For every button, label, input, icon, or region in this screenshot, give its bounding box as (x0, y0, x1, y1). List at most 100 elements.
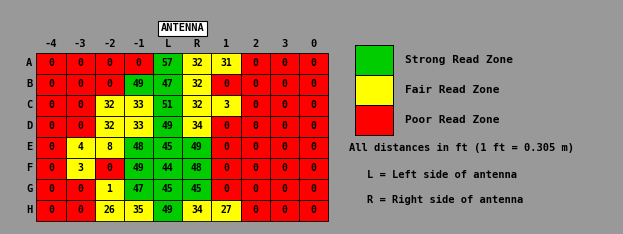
Bar (65, 95, 95, 116)
Bar (95, 116, 124, 137)
Text: 33: 33 (133, 121, 145, 131)
Text: 32: 32 (191, 100, 202, 110)
Text: 0: 0 (310, 163, 316, 173)
Text: 57: 57 (162, 58, 174, 68)
Text: 0: 0 (48, 184, 54, 194)
Bar (240, 73, 270, 95)
Text: 31: 31 (220, 58, 232, 68)
Bar (36, 158, 65, 179)
Bar (95, 200, 124, 221)
Bar (36, 179, 65, 200)
Text: 45: 45 (162, 184, 174, 194)
Bar (36, 95, 65, 116)
Bar (153, 95, 183, 116)
Text: 0: 0 (282, 121, 287, 131)
Text: 0: 0 (48, 58, 54, 68)
Text: B: B (26, 79, 32, 89)
Text: 0: 0 (107, 163, 112, 173)
Bar (36, 73, 65, 95)
Text: 0: 0 (282, 100, 287, 110)
Text: 0: 0 (48, 121, 54, 131)
Bar (183, 73, 211, 95)
Text: R = Right side of antenna: R = Right side of antenna (368, 195, 524, 205)
Bar (240, 53, 270, 73)
Text: 0: 0 (77, 121, 83, 131)
Bar (211, 95, 240, 116)
Bar (65, 179, 95, 200)
Text: 0: 0 (136, 58, 141, 68)
Bar (95, 95, 124, 116)
Bar (240, 95, 270, 116)
Text: 0: 0 (48, 79, 54, 89)
Text: 0: 0 (252, 121, 258, 131)
Bar (183, 137, 211, 158)
Bar (95, 137, 124, 158)
Bar (299, 53, 328, 73)
Bar (299, 95, 328, 116)
Text: 0: 0 (223, 79, 229, 89)
Text: 8: 8 (107, 142, 112, 152)
Bar (124, 200, 153, 221)
Text: 0: 0 (310, 205, 316, 215)
Text: 0: 0 (282, 184, 287, 194)
Bar (270, 179, 299, 200)
Bar (299, 179, 328, 200)
Bar (240, 200, 270, 221)
Text: L: L (164, 39, 171, 49)
Text: 0: 0 (252, 79, 258, 89)
Bar (240, 116, 270, 137)
Text: 0: 0 (77, 184, 83, 194)
Bar (270, 200, 299, 221)
Text: 34: 34 (191, 205, 202, 215)
Text: -4: -4 (45, 39, 57, 49)
Text: L = Left side of antenna: L = Left side of antenna (368, 170, 518, 180)
Bar (299, 116, 328, 137)
Bar (211, 73, 240, 95)
Text: 49: 49 (162, 205, 174, 215)
Bar (270, 137, 299, 158)
Text: 27: 27 (220, 205, 232, 215)
Text: 0: 0 (252, 58, 258, 68)
Bar (153, 137, 183, 158)
Bar (65, 73, 95, 95)
Bar (240, 137, 270, 158)
Bar (270, 158, 299, 179)
Bar (65, 116, 95, 137)
Text: 26: 26 (103, 205, 115, 215)
Text: 35: 35 (133, 205, 145, 215)
Text: 0: 0 (48, 205, 54, 215)
Text: R: R (194, 39, 200, 49)
Text: 0: 0 (310, 121, 316, 131)
Text: 48: 48 (133, 142, 145, 152)
Bar (36, 200, 65, 221)
Text: 0: 0 (252, 100, 258, 110)
Text: 0: 0 (282, 205, 287, 215)
Text: 1: 1 (223, 39, 229, 49)
Text: 0: 0 (223, 142, 229, 152)
Text: A: A (26, 58, 32, 68)
Bar (95, 53, 124, 73)
Text: 0: 0 (310, 184, 316, 194)
Text: All distances in ft (1 ft = 0.305 m): All distances in ft (1 ft = 0.305 m) (349, 143, 574, 153)
Text: Strong Read Zone: Strong Read Zone (406, 55, 513, 65)
Text: 0: 0 (252, 142, 258, 152)
Text: 0: 0 (223, 184, 229, 194)
Bar (95, 179, 124, 200)
Bar (36, 53, 65, 73)
Text: 0: 0 (107, 58, 112, 68)
Bar (124, 116, 153, 137)
Text: 51: 51 (162, 100, 174, 110)
Bar (36, 137, 65, 158)
Text: 0: 0 (48, 163, 54, 173)
Bar (124, 73, 153, 95)
Bar (95, 73, 124, 95)
Bar (270, 73, 299, 95)
Bar (299, 73, 328, 95)
Text: 34: 34 (191, 121, 202, 131)
Text: 48: 48 (191, 163, 202, 173)
Text: 0: 0 (77, 100, 83, 110)
Text: 47: 47 (133, 184, 145, 194)
Bar (124, 137, 153, 158)
Text: 32: 32 (103, 100, 115, 110)
Text: 1: 1 (107, 184, 112, 194)
